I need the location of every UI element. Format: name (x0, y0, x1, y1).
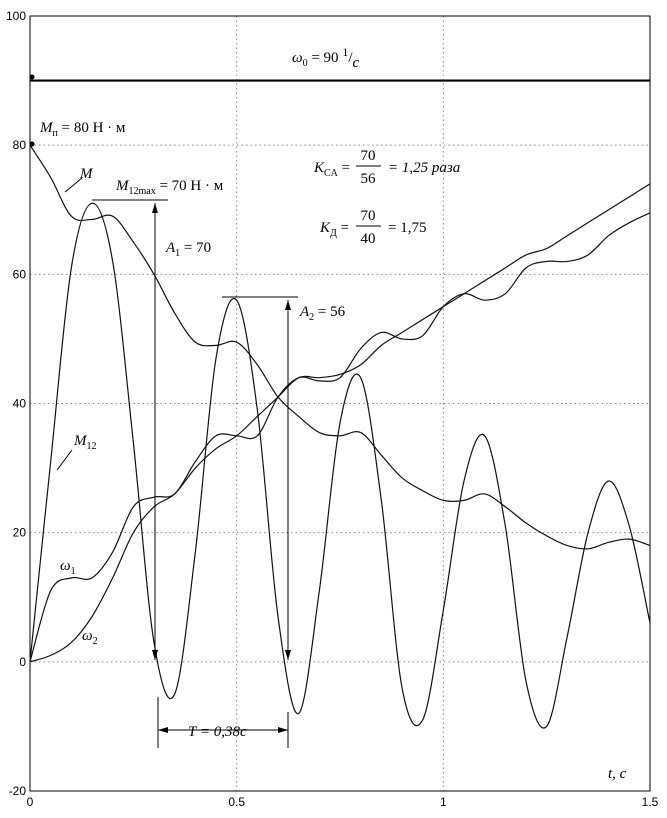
svg-text:70: 70 (361, 148, 376, 164)
a1-arrow-head-bottom (152, 650, 158, 660)
period-arrow-head-right (278, 727, 288, 733)
y-tick-label: 40 (13, 397, 27, 411)
y-tick-label: -20 (9, 784, 27, 798)
series-line-m12 (29, 202, 651, 729)
m-label-leader (64, 177, 83, 193)
dimension-lines (29, 74, 298, 748)
m12-curve-label: M12 (73, 433, 97, 452)
m-curve-label: M (79, 166, 94, 182)
plot-frame (29, 15, 651, 792)
omega2-curve-label: ω2 (82, 628, 98, 647)
grid (30, 16, 650, 791)
y-tick-label: 80 (13, 138, 27, 152)
omega0-point-marker (29, 74, 35, 80)
a2-arrow-head-top (285, 300, 291, 310)
omega1-curve-label: ω1 (60, 558, 76, 577)
y-tick-label: 20 (13, 526, 27, 540)
period-arrow-head-left (158, 727, 168, 733)
series-line-omega1 (29, 212, 651, 663)
period-annotation: T = 0,38c (188, 724, 247, 740)
series-line-omega2 (29, 183, 651, 663)
svg-text:= 1,25 раза: = 1,25 раза (388, 160, 460, 176)
svg-text:56: 56 (361, 171, 377, 187)
svg-text:70: 70 (361, 208, 376, 224)
y-tick-label: 60 (13, 267, 27, 281)
series-line-m (29, 144, 651, 550)
svg-text:KД =: KД = (319, 220, 349, 239)
series (29, 79, 651, 729)
m12max-annotation: M12max = 70 Н · м (115, 178, 224, 197)
ksa-annotation: KCA = 70 56 = 1,25 раза (313, 148, 460, 187)
svg-text:KCA =: KCA = (313, 160, 350, 179)
a2-annotation: A2 = 56 (299, 304, 346, 323)
y-tick-label: 0 (19, 655, 26, 669)
mp-annotation: Mп = 80 Н · м (39, 120, 126, 139)
a1-arrow-head-top (152, 203, 158, 213)
kd-annotation: KД = 70 40 = 1,75 (319, 208, 426, 247)
svg-text:40: 40 (361, 231, 376, 247)
x-tick-label: 1.5 (642, 795, 659, 809)
y-tick-label: 100 (6, 9, 26, 23)
mp-point-marker (29, 141, 35, 147)
x-tick-label: 0.5 (228, 795, 245, 809)
x-axis-label: t, c (608, 766, 627, 782)
x-tick-label: 1 (440, 795, 447, 809)
m12-label-leader (56, 449, 73, 471)
svg-text:= 1,75: = 1,75 (388, 220, 426, 236)
omega0-annotation: ω0 = 90 1/c (292, 45, 359, 71)
a2-arrow-head-bottom (285, 650, 291, 660)
a1-annotation: A1 = 70 (165, 240, 211, 259)
x-tick-label: 0 (27, 795, 34, 809)
